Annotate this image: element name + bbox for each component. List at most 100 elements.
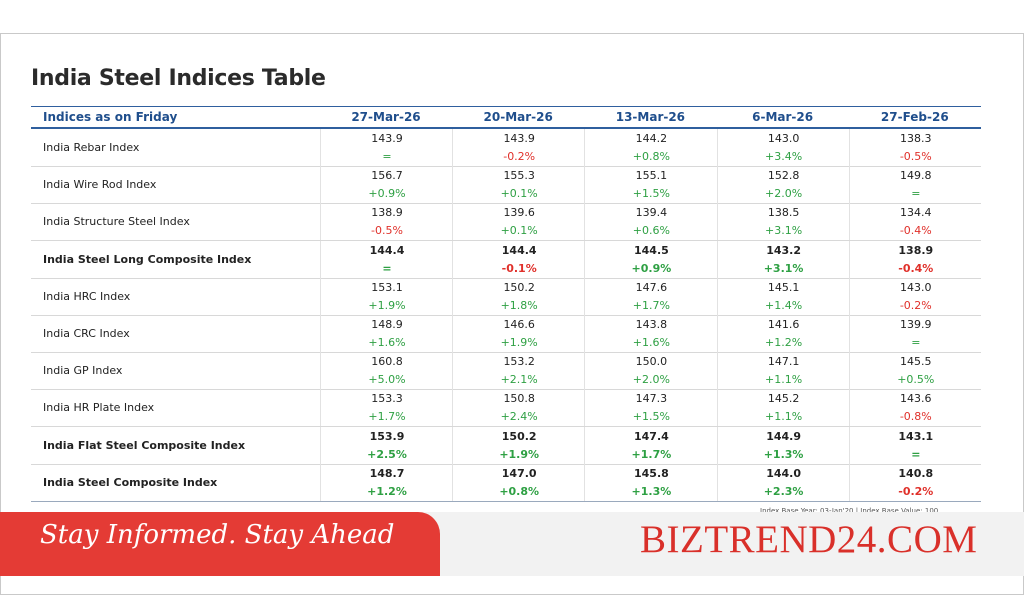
cell: 139.4 +0.6%	[584, 203, 717, 241]
index-change: =	[382, 261, 392, 275]
index-change: +1.9%	[500, 336, 538, 349]
index-value: 138.9	[371, 206, 403, 220]
table-row: India HR Plate Index 153.3 +1.7% 150.8 +2.4%…	[31, 389, 981, 428]
index-value: 145.1	[767, 280, 800, 294]
cell: 156.7 +0.9%	[320, 166, 453, 204]
index-change: +2.1%	[500, 373, 538, 387]
cell: 138.5 +3.1%	[716, 203, 850, 241]
index-value: 143.0	[900, 280, 932, 294]
table-row: India Rebar Index 143.9 = 143.9 -0.2% 144.2 +0…	[31, 129, 981, 167]
cell: 145.8 +1.3%	[584, 463, 717, 501]
index-value: 141.6	[767, 318, 800, 331]
cell: 153.3 +1.7%	[320, 389, 453, 427]
index-name: India GP Index	[43, 364, 123, 378]
index-value: 139.9	[900, 318, 932, 331]
cell: 148.9 +1.6%	[320, 315, 453, 352]
cell: 138.9 -0.4%	[848, 240, 982, 278]
index-value: 147.6	[635, 280, 668, 294]
index-value: 145.5	[900, 355, 932, 369]
cell: 134.4 -0.4%	[848, 203, 982, 241]
index-change: +0.8%	[632, 150, 670, 163]
index-name: India Flat Steel Composite Index	[43, 438, 246, 452]
cell: 138.3 -0.5%	[848, 129, 982, 166]
index-name: India HR Plate Index	[43, 401, 155, 415]
cell: 143.0 +3.4%	[716, 129, 850, 166]
index-value: 160.8	[371, 355, 403, 369]
cell: 144.2 +0.8%	[584, 129, 717, 166]
index-change: -0.2%	[898, 484, 934, 498]
index-value: 144.4	[369, 243, 405, 257]
index-change: +1.7%	[631, 447, 672, 461]
cell: 145.5 +0.5%	[848, 352, 982, 390]
index-change: +3.1%	[763, 261, 804, 275]
cell: 146.6 +1.9%	[452, 315, 585, 352]
cell: 155.3 +0.1%	[452, 166, 585, 204]
index-change: +2.3%	[763, 484, 804, 498]
index-change: -0.5%	[371, 224, 403, 238]
cell: 139.6 +0.1%	[452, 203, 585, 241]
banner: Stay Informed. Stay Ahead BIZTREND24.COM	[0, 512, 1024, 576]
cell: 147.1 +1.1%	[716, 352, 850, 390]
index-value: 139.4	[635, 206, 668, 220]
index-change: +3.4%	[765, 150, 803, 163]
index-change: +1.3%	[631, 484, 672, 498]
index-change: -0.8%	[899, 410, 932, 424]
cell: 147.3 +1.5%	[584, 389, 717, 427]
index-value: 143.9	[503, 132, 535, 145]
index-change: +1.6%	[632, 336, 670, 349]
column-header: Indices as on Friday	[43, 110, 178, 124]
index-value: 150.8	[503, 392, 535, 406]
index-value: 143.2	[766, 243, 801, 257]
index-change: +1.2%	[765, 336, 803, 349]
index-value: 145.8	[633, 466, 669, 480]
cell: 144.4 -0.1%	[452, 240, 585, 278]
index-change: +1.6%	[368, 336, 406, 349]
index-change: -0.4%	[898, 261, 934, 275]
index-value: 155.3	[503, 169, 535, 183]
cell: 145.1 +1.4%	[716, 277, 850, 315]
column-header: 27-Mar-26	[351, 110, 421, 124]
cell: 150.8 +2.4%	[452, 389, 585, 427]
cell: 144.9 +1.3%	[716, 426, 850, 464]
index-name: India Steel Composite Index	[43, 475, 218, 489]
index-change: =	[911, 336, 921, 349]
index-change: +1.1%	[765, 410, 803, 424]
index-change: +3.1%	[765, 224, 803, 238]
index-value: 150.2	[501, 429, 537, 443]
index-name: India Wire Rod Index	[43, 178, 157, 192]
cell: 152.8 +2.0%	[716, 166, 850, 204]
index-change: +0.5%	[897, 373, 935, 387]
column-header: 13-Mar-26	[615, 110, 686, 124]
cell: 153.1 +1.9%	[320, 277, 453, 315]
index-value: 143.8	[635, 318, 668, 331]
index-value: 153.9	[369, 429, 405, 443]
index-change: +1.2%	[367, 484, 407, 498]
index-change: +2.0%	[632, 373, 670, 387]
index-value: 143.0	[767, 132, 800, 145]
index-name: India HRC Index	[43, 289, 131, 303]
index-change: +0.8%	[499, 484, 540, 498]
index-change: +1.1%	[765, 373, 803, 387]
cell: 148.7 +1.2%	[320, 463, 453, 501]
index-change: +2.0%	[765, 187, 803, 201]
index-value: 146.6	[503, 318, 535, 331]
index-name: India Rebar Index	[43, 141, 140, 154]
table-row: India GP Index 160.8 +5.0% 153.2 +2.1% 150.0 +…	[31, 352, 982, 391]
index-change: =	[382, 150, 392, 163]
cell: 150.2 +1.8%	[452, 277, 585, 315]
index-value: 153.3	[371, 392, 403, 406]
index-change: +0.1%	[500, 187, 538, 201]
cell: 147.0 +0.8%	[452, 463, 585, 501]
index-value: 144.5	[633, 243, 669, 257]
index-value: 143.6	[900, 392, 932, 406]
cell: 147.4 +1.7%	[584, 426, 717, 464]
index-change: -0.5%	[899, 150, 932, 163]
cell: 160.8 +5.0%	[320, 352, 453, 390]
brand: BIZTREND24.COM	[640, 518, 978, 561]
index-value: 134.4	[900, 206, 932, 220]
cell: 145.2 +1.1%	[716, 389, 850, 427]
cell: 140.8 -0.2%	[848, 463, 982, 501]
cell: 153.9 +2.5%	[320, 426, 453, 464]
cell: 149.8 =	[848, 166, 982, 204]
cell: 150.2 +1.9%	[452, 426, 585, 464]
